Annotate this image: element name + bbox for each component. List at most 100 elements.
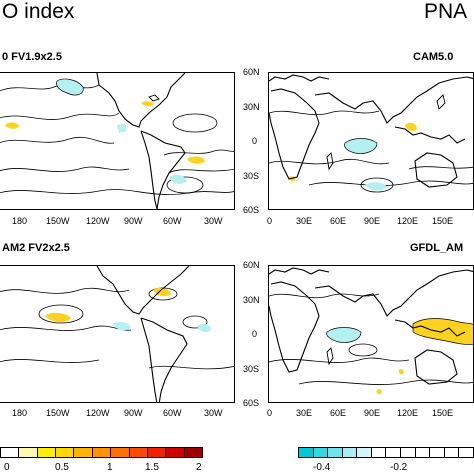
lon-tick: 90W <box>124 408 143 418</box>
colorbar-cell <box>147 448 167 457</box>
contour-loop <box>182 315 208 329</box>
colorbar-cell <box>401 448 416 457</box>
colorbar-left-label: 1 <box>107 462 113 473</box>
colorbar-left-label: 2 <box>196 462 202 473</box>
colorbar-cell <box>444 448 460 457</box>
contour-line <box>0 136 115 144</box>
contour-line <box>269 357 410 363</box>
positive-anomaly <box>5 122 19 129</box>
coastline-south-america <box>140 317 188 402</box>
colorbar-cell <box>430 448 445 457</box>
contour-line <box>308 180 473 186</box>
positive-anomaly <box>405 122 417 132</box>
lat-tick: 30N <box>243 295 260 305</box>
colorbar-cell <box>166 448 185 457</box>
colorbar-left <box>0 447 203 458</box>
lon-tick: 150W <box>46 408 70 418</box>
lon-tick: 90W <box>124 216 143 226</box>
panel-label-bottom-right: GFDL_AM <box>410 242 464 254</box>
colorbar-cell <box>92 448 112 457</box>
lon-tick: 120W <box>86 216 110 226</box>
contour-line <box>0 84 100 92</box>
lon-tick: 30E <box>296 216 313 226</box>
contour-line <box>269 110 380 116</box>
contour-loop <box>172 113 218 133</box>
lon-tick: 0 <box>267 216 273 226</box>
contour-loop <box>348 343 378 357</box>
lon-tick: 180 <box>12 216 28 226</box>
positive-anomaly <box>141 101 154 107</box>
contour-line <box>148 365 234 370</box>
panel-label-top-left: 0 FV1.9x2.5 <box>2 51 62 63</box>
colorbar-right-label: -0.4 <box>313 462 331 473</box>
positive-anomaly <box>376 389 382 395</box>
contour-line <box>0 287 130 294</box>
lon-tick: 90E <box>364 408 381 418</box>
lon-tick: 180 <box>12 408 28 418</box>
coastline-europe <box>269 267 330 275</box>
coastline-south-america <box>140 317 158 402</box>
lat-tick: 30S <box>243 171 260 181</box>
right-title: PNA <box>424 0 468 23</box>
coastline-north-america <box>96 73 186 128</box>
colorbar-right-label: -0.2 <box>390 462 408 473</box>
colorbar-cell <box>415 448 431 457</box>
positive-anomaly <box>412 318 473 345</box>
coastline-japan <box>436 94 446 110</box>
colorbar-cell <box>371 448 387 457</box>
lat-tick: 30S <box>243 364 260 374</box>
map-top-right <box>268 72 474 210</box>
colorbar-cell <box>459 448 473 457</box>
lat-tick: 0 <box>252 329 258 339</box>
colorbar-cell <box>342 448 358 457</box>
lon-tick: 30E <box>296 408 313 418</box>
lon-tick: 30W <box>204 408 223 418</box>
coastline-africa <box>269 88 320 180</box>
map-bottom-left <box>0 265 235 403</box>
lon-tick: 90E <box>364 216 381 226</box>
contour-line <box>408 166 473 170</box>
colorbar-cell <box>129 448 148 457</box>
lat-tick: 60N <box>243 67 260 77</box>
contour-line <box>0 189 234 195</box>
lat-tick: 0 <box>252 136 258 146</box>
coastline-madagascar <box>326 152 334 171</box>
negative-anomaly <box>117 123 127 133</box>
negative-anomaly <box>113 321 131 331</box>
coastline-africa <box>269 281 320 373</box>
coastline-australia <box>414 349 458 385</box>
coastline-asia <box>314 76 473 124</box>
lon-tick: 60W <box>163 408 182 418</box>
contour-line <box>269 158 390 165</box>
negative-anomaly <box>344 138 378 154</box>
positive-anomaly <box>187 156 205 164</box>
coastline-maritime <box>394 126 466 144</box>
colorbar-cell <box>1 448 20 457</box>
coastline-australia <box>414 152 458 188</box>
colorbar-cell <box>357 448 372 457</box>
lon-tick: 120E <box>397 408 419 418</box>
negative-anomaly <box>197 323 211 333</box>
colorbar-left-label: 0.5 <box>55 462 69 473</box>
negative-anomaly <box>365 182 387 191</box>
lon-tick: 30W <box>204 216 223 226</box>
coastline-maritime <box>394 319 466 337</box>
coastline-south-america <box>140 130 186 209</box>
lat-tick: 30N <box>243 102 260 112</box>
positive-anomaly <box>398 369 404 375</box>
lat-tick: 60S <box>243 398 260 408</box>
lon-tick: 120E <box>397 216 419 226</box>
coastline-asia <box>314 269 473 317</box>
colorbar-cell <box>111 448 130 457</box>
coastline-europe <box>269 74 330 82</box>
coastline-south-america <box>140 130 158 209</box>
negative-anomaly <box>169 174 187 185</box>
left-title: O index <box>2 0 75 23</box>
coastline-island <box>148 94 160 102</box>
colorbar-cell <box>184 448 202 457</box>
contour-line <box>0 112 120 120</box>
colorbar-cell <box>386 448 402 457</box>
lon-tick: 60E <box>330 408 347 418</box>
map-top-left <box>0 72 235 210</box>
colorbar-cell <box>19 448 38 457</box>
